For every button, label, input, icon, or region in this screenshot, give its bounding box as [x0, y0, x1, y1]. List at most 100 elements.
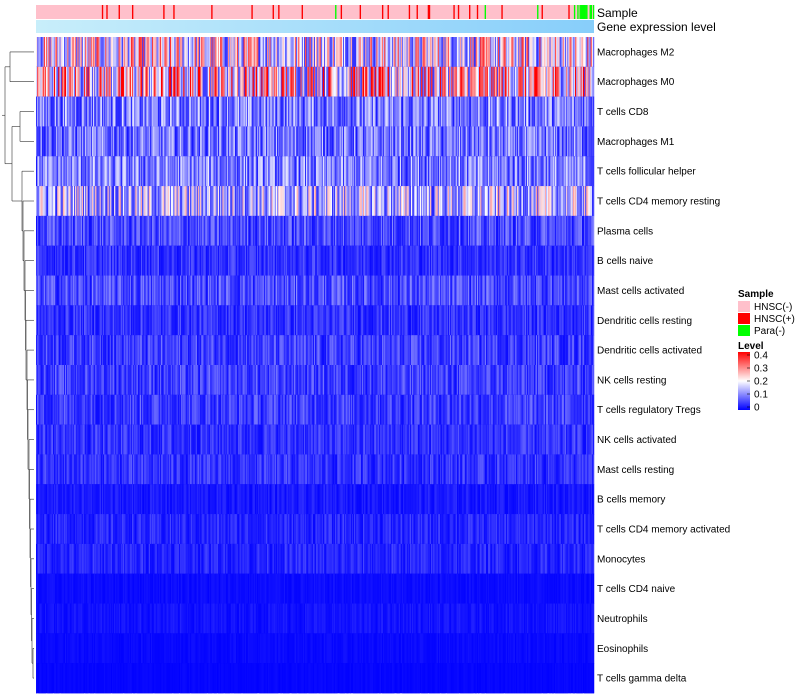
heatmap-cell [48, 275, 50, 306]
heatmap-cell [487, 335, 490, 366]
heatmap-cell [345, 66, 347, 97]
heatmap-cell [264, 245, 267, 276]
heatmap-cell [78, 275, 80, 306]
heatmap-cell [280, 126, 282, 157]
heatmap-cell [423, 186, 425, 217]
heatmap-cell [410, 96, 413, 127]
heatmap-cell [590, 215, 593, 247]
heatmap-cell [357, 156, 359, 187]
heatmap-cell [190, 126, 192, 157]
heatmap-cell [159, 215, 162, 247]
heatmap-cell [387, 66, 389, 97]
heatmap-cell [423, 126, 425, 157]
heatmap-cell [567, 275, 569, 306]
heatmap-cell [265, 305, 268, 336]
heatmap-cell [76, 245, 78, 276]
heatmap-cell [216, 186, 219, 217]
heatmap-cell [109, 305, 112, 336]
heatmap-cell [291, 186, 293, 217]
heatmap-cell [514, 305, 517, 336]
heatmap-cell [365, 335, 367, 366]
heatmap-cell [91, 37, 94, 68]
heatmap-cell [351, 126, 354, 157]
heatmap-cell [143, 215, 145, 247]
heatmap-cell [452, 215, 454, 247]
heatmap-cell [317, 215, 319, 247]
heatmap-cell [48, 215, 50, 247]
heatmap-cell [380, 126, 383, 157]
heatmap-cell [330, 215, 332, 247]
heatmap-cell [476, 275, 479, 306]
heatmap-cell [239, 66, 241, 97]
heatmap-cell [418, 37, 421, 68]
heatmap-cell [499, 245, 501, 276]
heatmap-cell [383, 156, 385, 187]
heatmap-cell [206, 215, 209, 247]
sample-cell-para [592, 5, 595, 19]
heatmap-cell [311, 66, 314, 97]
heatmap-cell [221, 305, 223, 336]
heatmap-cell [230, 96, 232, 127]
heatmap-cell [283, 126, 286, 157]
heatmap-cell [377, 37, 379, 68]
heatmap-cell [188, 215, 191, 247]
heatmap-cell [149, 126, 152, 157]
heatmap-cell [520, 156, 522, 187]
heatmap-cell [65, 186, 67, 217]
heatmap-cell [501, 275, 503, 306]
heatmap-cell [341, 126, 344, 157]
heatmap-cell [85, 96, 87, 127]
heatmap-cell [473, 186, 475, 217]
heatmap-cell [586, 245, 588, 276]
heatmap-cell [397, 66, 399, 97]
heatmap-cell [289, 186, 291, 217]
heatmap-cell [174, 96, 176, 127]
heatmap-cell [369, 66, 372, 97]
heatmap-cell [159, 66, 162, 97]
heatmap-cell [236, 186, 239, 217]
heatmap-cell [360, 156, 363, 187]
heatmap-cell [167, 37, 170, 68]
heatmap-cell [119, 126, 122, 157]
heatmap-cell [543, 245, 546, 276]
heatmap-cell [556, 66, 558, 97]
heatmap-cell [538, 335, 540, 366]
heatmap-cell [345, 96, 347, 127]
heatmap-cell [159, 245, 162, 276]
heatmap-cell [591, 305, 594, 336]
heatmap-cell [366, 37, 368, 68]
heatmap-cell [234, 66, 237, 97]
heatmap-cell [105, 126, 107, 157]
heatmap-cell [400, 275, 403, 306]
heatmap-cell [73, 66, 76, 97]
heatmap-cell [140, 365, 143, 396]
heatmap-cell [90, 156, 93, 187]
heatmap-cell [563, 215, 566, 247]
heatmap-cell [263, 96, 266, 127]
heatmap-cell [171, 215, 173, 247]
heatmap-cell [561, 96, 564, 127]
heatmap-cell [378, 126, 380, 157]
heatmap-cell [111, 365, 114, 396]
heatmap-cell [233, 186, 235, 217]
heatmap-cell [494, 156, 497, 187]
heatmap-cell [501, 215, 503, 247]
heatmap-cell [285, 156, 288, 187]
heatmap-cell [243, 215, 245, 247]
heatmap-cell [75, 156, 77, 187]
heatmap-cell [437, 66, 440, 97]
heatmap-cell [366, 335, 368, 366]
heatmap-cell [43, 335, 46, 366]
heatmap-cell [522, 126, 524, 157]
heatmap-cell [412, 335, 414, 366]
heatmap-cell [428, 275, 431, 306]
heatmap-cell [308, 96, 310, 127]
heatmap-cell [289, 215, 291, 247]
heatmap-cell [457, 126, 460, 157]
heatmap-cell [226, 335, 229, 366]
heatmap-cell [100, 275, 103, 306]
heatmap-cell [346, 335, 348, 366]
heatmap-cell [347, 245, 349, 276]
heatmap-cell [182, 335, 184, 366]
heatmap-cell [164, 96, 166, 127]
